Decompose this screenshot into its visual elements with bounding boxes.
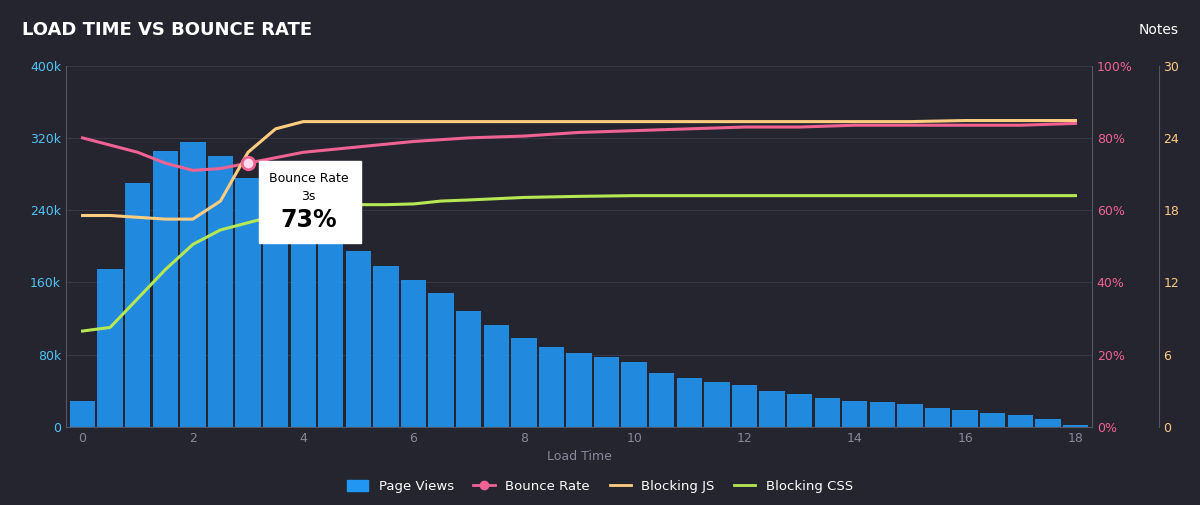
Text: 73%: 73% xyxy=(281,208,337,232)
Bar xyxy=(428,293,454,427)
Bar xyxy=(870,402,895,427)
FancyBboxPatch shape xyxy=(259,161,361,242)
Text: LOAD TIME VS BOUNCE RATE: LOAD TIME VS BOUNCE RATE xyxy=(22,21,312,39)
Bar xyxy=(677,378,702,427)
Legend: Page Views, Bounce Rate, Blocking JS, Blocking CSS: Page Views, Bounce Rate, Blocking JS, Bl… xyxy=(342,475,858,498)
Bar xyxy=(511,338,536,427)
Bar xyxy=(263,192,288,427)
Bar xyxy=(373,266,398,427)
Bar xyxy=(732,385,757,427)
Bar xyxy=(346,250,371,427)
Bar xyxy=(980,413,1006,427)
Bar xyxy=(401,280,426,427)
Bar xyxy=(842,400,868,427)
Bar xyxy=(594,357,619,427)
Bar xyxy=(760,390,785,427)
Bar xyxy=(898,404,923,427)
Bar xyxy=(622,362,647,427)
X-axis label: Load Time: Load Time xyxy=(546,450,612,463)
Bar xyxy=(953,410,978,427)
Bar xyxy=(484,325,509,427)
Bar xyxy=(539,347,564,427)
Bar xyxy=(1063,425,1088,427)
Bar xyxy=(152,152,178,427)
Bar xyxy=(1008,415,1033,427)
Bar xyxy=(1036,419,1061,427)
Bar xyxy=(925,408,950,427)
Text: 3s: 3s xyxy=(301,190,316,203)
Bar xyxy=(787,394,812,427)
Bar xyxy=(318,233,343,427)
Bar xyxy=(208,156,233,427)
Text: Bounce Rate: Bounce Rate xyxy=(269,172,348,185)
Bar xyxy=(125,183,150,427)
Bar xyxy=(70,401,95,427)
Bar xyxy=(704,382,730,427)
Bar xyxy=(566,352,592,427)
Bar xyxy=(97,269,122,427)
Bar xyxy=(180,142,205,427)
Bar xyxy=(235,178,260,427)
Bar xyxy=(290,206,316,427)
Bar xyxy=(649,373,674,427)
Text: Notes: Notes xyxy=(1139,23,1178,37)
Bar xyxy=(815,398,840,427)
Bar xyxy=(456,311,481,427)
